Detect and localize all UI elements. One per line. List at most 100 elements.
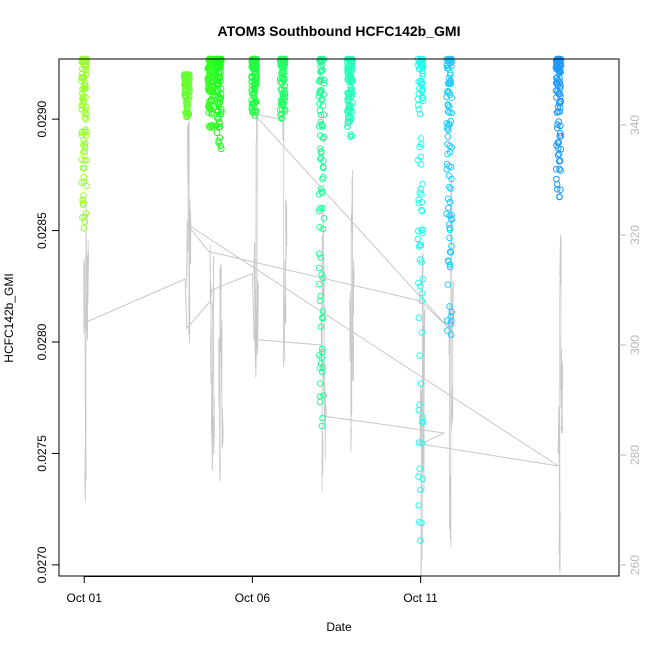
y-axis-label: HCFC142b_GMI	[2, 273, 16, 362]
data-point	[446, 234, 453, 242]
flight-group-8	[414, 55, 427, 544]
data-point	[79, 73, 86, 81]
data-point	[317, 89, 325, 96]
data-point	[216, 123, 224, 131]
data-point	[80, 192, 87, 199]
data-point	[317, 323, 325, 331]
chart-title: ATOM3 Southbound HCFC142b_GMI	[218, 23, 461, 39]
data-point	[205, 75, 213, 83]
data-point	[446, 263, 454, 271]
secondary-trace-3	[218, 263, 224, 482]
flight-group-6	[315, 55, 328, 430]
secondary-connector-line	[84, 113, 559, 467]
data-point	[446, 78, 454, 86]
data-point	[447, 331, 455, 339]
x-axis: Oct 01 Oct 06 Oct 11	[67, 576, 438, 605]
data-point	[445, 204, 452, 212]
data-point	[444, 257, 452, 264]
data-point	[319, 163, 327, 171]
data-point	[319, 204, 326, 212]
data-point	[415, 279, 422, 287]
data-point	[218, 108, 225, 116]
data-point	[318, 185, 325, 192]
data-point	[319, 123, 326, 130]
secondary-trace-8	[419, 252, 426, 583]
data-point	[446, 142, 454, 150]
data-point	[448, 144, 456, 151]
data-point	[448, 62, 455, 70]
data-point	[556, 193, 563, 201]
data-point	[248, 63, 255, 71]
data-point	[252, 109, 260, 116]
flight-group-3	[212, 55, 225, 153]
data-point	[317, 254, 325, 261]
data-point	[319, 308, 327, 315]
data-point	[446, 212, 453, 219]
data-point	[277, 96, 285, 104]
data-point	[418, 199, 426, 206]
data-point	[415, 314, 423, 322]
data-point	[248, 74, 256, 82]
data-point	[185, 92, 192, 99]
data-point	[318, 345, 326, 353]
data-point	[81, 148, 89, 156]
data-point	[80, 97, 87, 104]
data-point	[418, 290, 426, 297]
data-point	[556, 108, 564, 115]
y-tick-label: 0.0290	[35, 100, 49, 137]
secondary-trace-1	[186, 114, 192, 344]
data-point	[205, 87, 212, 94]
plot-data	[78, 55, 565, 583]
data-point	[345, 90, 352, 97]
data-point	[444, 327, 451, 334]
data-point	[317, 380, 324, 387]
data-point	[282, 107, 289, 115]
data-point	[344, 123, 351, 130]
data-point	[319, 274, 327, 282]
data-point	[417, 185, 424, 193]
data-point	[554, 121, 561, 128]
data-point	[208, 88, 216, 95]
data-point	[79, 92, 87, 100]
data-point	[277, 85, 285, 93]
secondary-trace-6	[320, 204, 326, 493]
data-point	[557, 186, 564, 194]
data-point	[446, 89, 453, 96]
data-point	[448, 308, 455, 316]
data-point	[553, 62, 561, 69]
data-point	[249, 107, 257, 115]
data-point	[417, 486, 424, 494]
data-point	[555, 150, 563, 158]
data-point	[345, 56, 352, 64]
data-point	[209, 89, 216, 96]
data-point	[251, 68, 259, 76]
data-point	[316, 280, 323, 288]
data-point	[207, 98, 215, 105]
data-point	[78, 156, 85, 163]
data-point	[83, 182, 90, 190]
data-point	[446, 248, 454, 256]
data-point	[81, 140, 89, 147]
data-point	[345, 66, 352, 74]
data-point	[345, 64, 352, 71]
data-point	[347, 57, 355, 64]
data-point	[316, 297, 324, 305]
data-point	[79, 128, 86, 136]
data-point	[81, 144, 89, 151]
data-point	[214, 106, 222, 114]
data-point	[82, 60, 90, 68]
data-point	[446, 56, 454, 64]
data-point	[217, 142, 224, 150]
data-point	[444, 133, 452, 140]
flight-group-1	[180, 71, 193, 121]
secondary-trace-0	[83, 200, 89, 503]
data-point	[184, 112, 191, 120]
data-point	[446, 221, 453, 228]
data-point	[278, 115, 285, 122]
data-point	[444, 87, 452, 95]
data-point	[414, 157, 422, 164]
data-point	[446, 261, 454, 268]
data-point	[315, 190, 323, 198]
data-point	[79, 85, 86, 93]
data-point	[418, 329, 426, 336]
